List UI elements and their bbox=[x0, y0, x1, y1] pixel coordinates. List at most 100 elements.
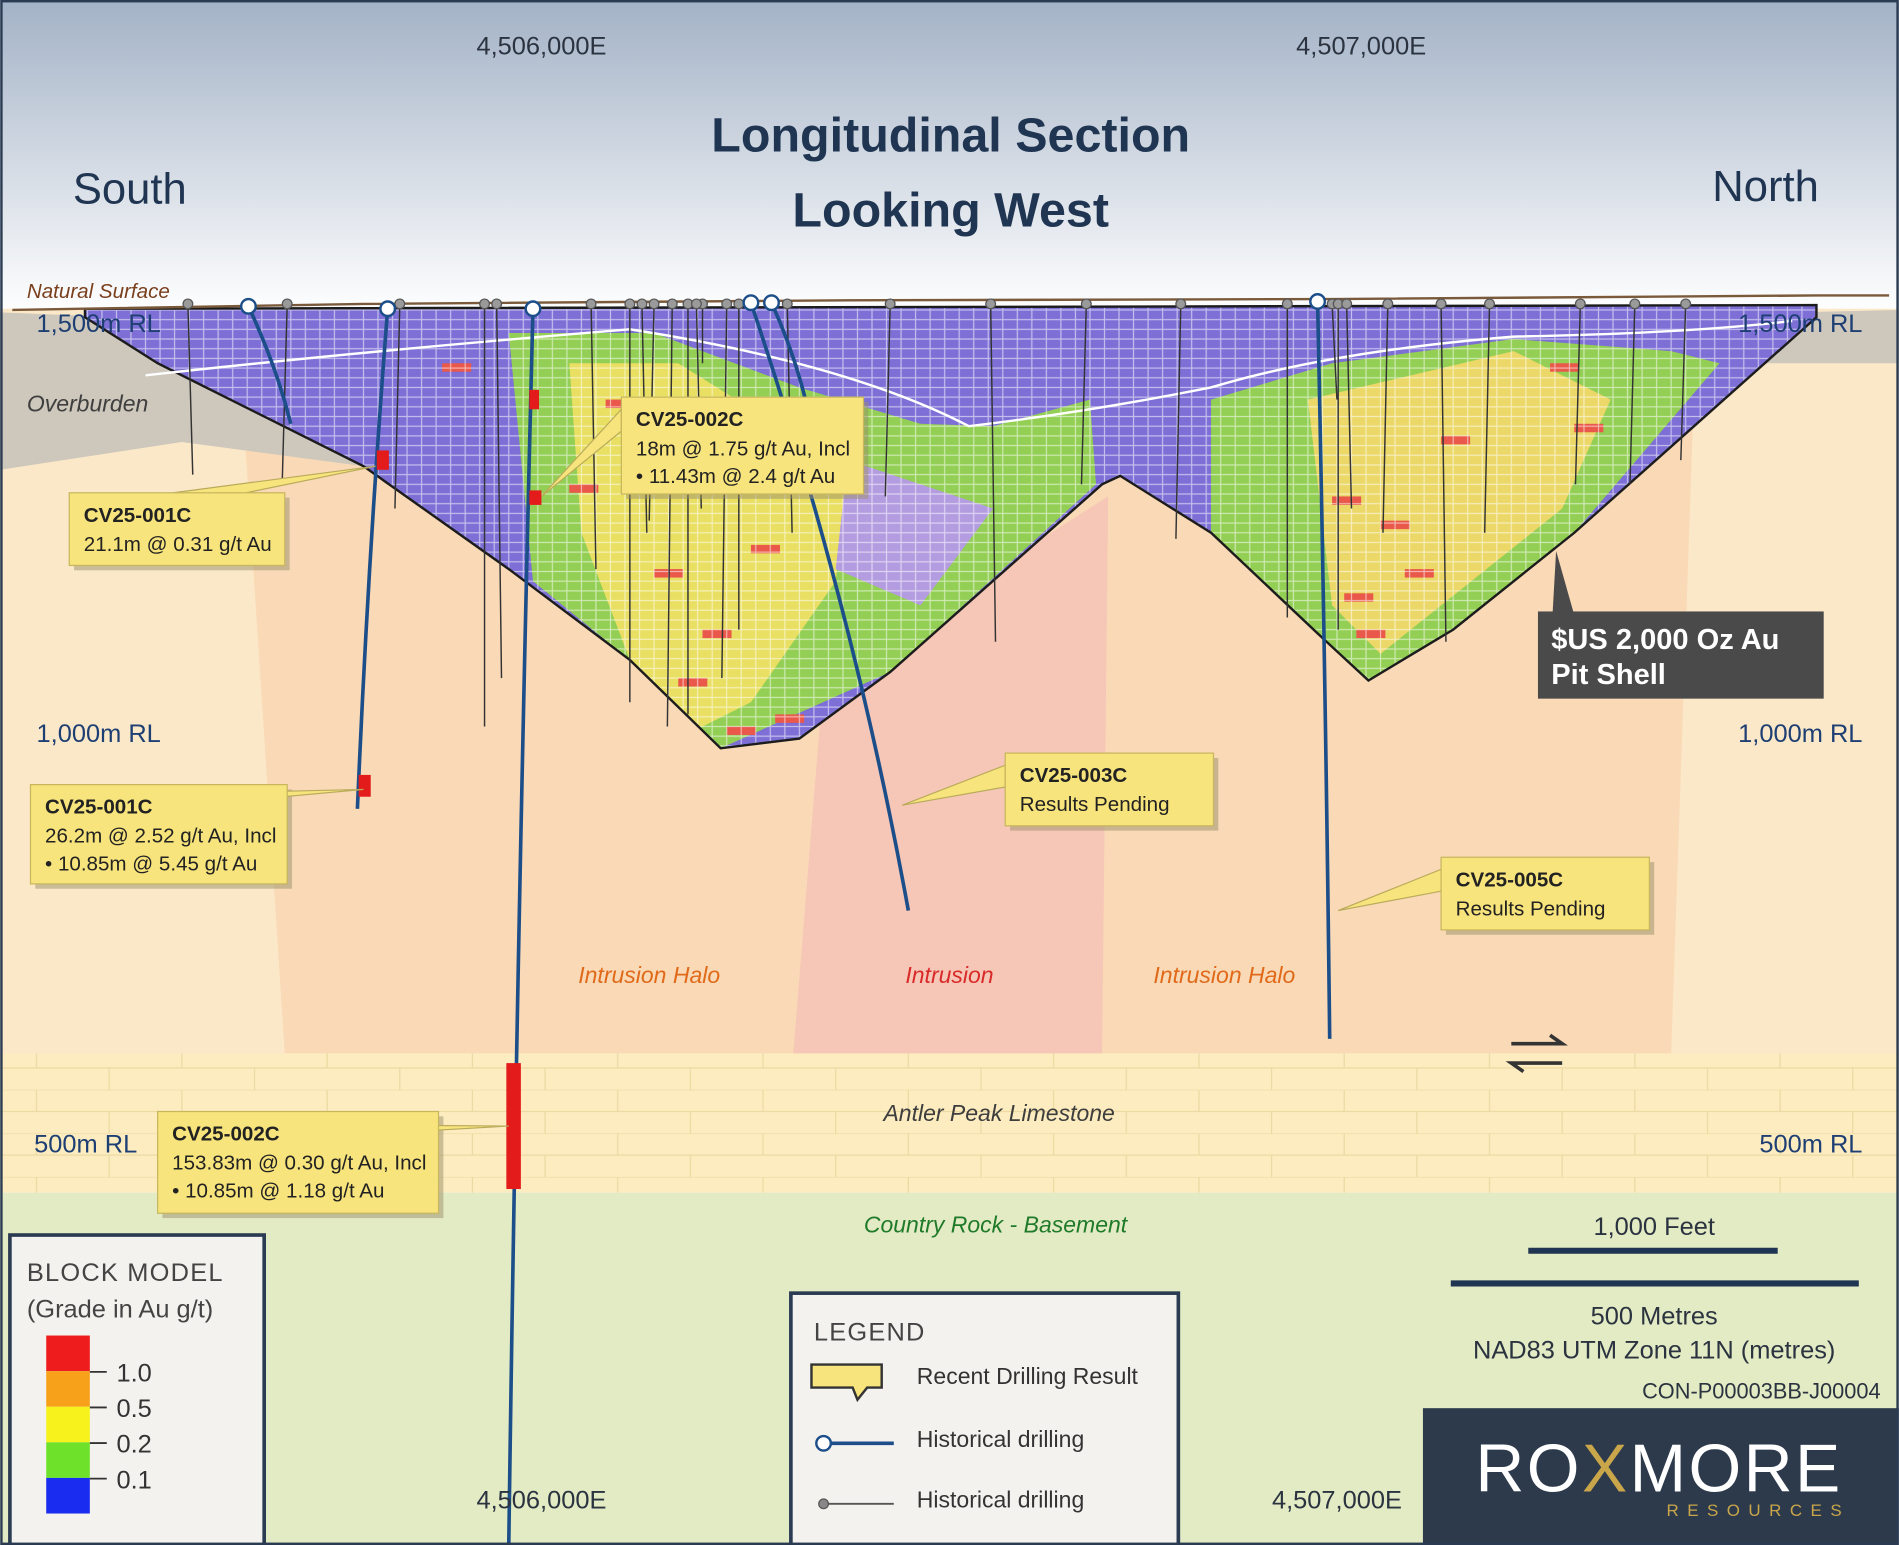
callout-line: • 10.85m @ 5.45 g/t Au bbox=[45, 853, 257, 876]
elevation-label: 1,000m RL bbox=[1738, 720, 1862, 748]
ramp-label: 1.0 bbox=[116, 1360, 151, 1388]
hole-collar bbox=[1680, 298, 1692, 310]
grade-ramp: 1.0 0.5 0.2 0.1 bbox=[46, 1335, 152, 1514]
elevation-label: 500m RL bbox=[34, 1131, 137, 1159]
hole-collar bbox=[1574, 298, 1586, 310]
limestone-label: Antler Peak Limestone bbox=[881, 1100, 1114, 1126]
callout-line: Results Pending bbox=[1456, 897, 1606, 920]
hole-collar bbox=[239, 297, 257, 315]
historical-hole bbox=[1331, 303, 1338, 400]
callout-hole: CV25-002C bbox=[636, 408, 744, 431]
recent-hole bbox=[1315, 301, 1332, 1039]
callout-box bbox=[620, 396, 865, 495]
ramp-label: 0.1 bbox=[116, 1466, 151, 1494]
hole-collar bbox=[281, 298, 293, 310]
ramp-label: 0.2 bbox=[116, 1431, 151, 1459]
recent-hole bbox=[355, 308, 390, 809]
logo-part: RO bbox=[1475, 1432, 1582, 1507]
title-line-1: Longitudinal Section bbox=[711, 108, 1190, 162]
hole-collar bbox=[394, 298, 406, 310]
hole-collar bbox=[1175, 298, 1187, 310]
recent-hole bbox=[246, 305, 293, 425]
drill-holes bbox=[182, 293, 1692, 1545]
basement-label: Country Rock - Basement bbox=[864, 1212, 1129, 1238]
ramp-swatch bbox=[46, 1442, 90, 1478]
historical-hole bbox=[1483, 303, 1491, 533]
hole-collar bbox=[1309, 293, 1327, 310]
ramp-swatch bbox=[46, 1335, 90, 1372]
pit-shell-text: $US 2,000 Oz Au bbox=[1551, 624, 1779, 656]
easting-label: 4,506,000E bbox=[476, 1487, 606, 1515]
halo-label: Intrusion Halo bbox=[1153, 962, 1295, 988]
natural-surface-line bbox=[12, 294, 1890, 312]
title-line-2: Looking West bbox=[792, 183, 1109, 237]
ramp-swatch bbox=[46, 1477, 90, 1514]
legend-item: Recent Drilling Result bbox=[917, 1363, 1139, 1389]
hole-collar bbox=[985, 298, 997, 310]
logo-part: MORE bbox=[1630, 1432, 1843, 1507]
callout-line: 153.83m @ 0.30 g/t Au, Incl bbox=[172, 1152, 426, 1175]
legend-item: Historical drilling bbox=[917, 1486, 1084, 1512]
pit-shell-box bbox=[1537, 611, 1824, 699]
halo-label: Intrusion Halo bbox=[578, 962, 720, 988]
logo-part: X bbox=[1582, 1432, 1630, 1507]
legend-icon-collar bbox=[818, 1498, 830, 1510]
legend-item: Historical drilling bbox=[917, 1426, 1084, 1452]
logo-name: ROXMORE bbox=[1475, 1432, 1842, 1507]
logo: ROXMORE RESOURCES bbox=[1422, 1408, 1899, 1545]
historical-hole bbox=[989, 303, 997, 642]
callout-line: 18m @ 1.75 g/t Au, Incl bbox=[636, 437, 850, 460]
hole-collar bbox=[524, 300, 542, 318]
callout-hole: CV25-001C bbox=[84, 504, 192, 527]
callout-box bbox=[29, 784, 288, 885]
ramp-swatch bbox=[46, 1406, 90, 1443]
pit-shell-pointer bbox=[1552, 550, 1575, 616]
ramp-label: 0.5 bbox=[116, 1395, 151, 1423]
block-model-legend: BLOCK MODEL (Grade in Au g/t) 1.0 0.5 0.2 0… bbox=[8, 1233, 266, 1545]
elevation-label: 1,500m RL bbox=[1738, 310, 1862, 338]
hole-collar bbox=[742, 294, 760, 312]
intrusion-label: Intrusion bbox=[905, 962, 993, 988]
labels: Longitudinal Section Looking West South … bbox=[27, 32, 1863, 1514]
logo-box bbox=[1422, 1408, 1899, 1545]
historical-hole bbox=[1680, 303, 1687, 461]
intrusion-zone bbox=[793, 496, 1109, 1054]
historical-hole bbox=[590, 303, 597, 570]
hole-collar bbox=[182, 298, 194, 310]
hole-collar bbox=[491, 298, 503, 310]
fault-arrows bbox=[1505, 1033, 1568, 1074]
hole-collar bbox=[1341, 298, 1353, 310]
hole-collar bbox=[884, 298, 896, 310]
elevation-label: 500m RL bbox=[1759, 1131, 1862, 1159]
callout-box bbox=[1004, 752, 1215, 827]
historical-hole bbox=[666, 303, 673, 727]
callout-hole: CV25-001C bbox=[45, 796, 153, 819]
hole-collar bbox=[1281, 298, 1293, 310]
hole-collar bbox=[666, 298, 678, 310]
overburden-label: Overburden bbox=[27, 391, 148, 417]
elevation-label: 1,000m RL bbox=[37, 720, 161, 748]
natural-surface-label: Natural Surface bbox=[27, 280, 170, 303]
hole-collar bbox=[690, 298, 702, 310]
historical-hole bbox=[1382, 303, 1389, 533]
historical-hole bbox=[495, 303, 503, 679]
recent-hole bbox=[506, 308, 535, 1545]
historical-hole bbox=[1574, 303, 1582, 485]
pit-shell-callout: $US 2,000 Oz Au Pit Shell bbox=[1537, 550, 1824, 699]
historical-hole bbox=[1080, 303, 1088, 485]
historical-hole bbox=[394, 303, 401, 509]
callout-box bbox=[157, 1110, 440, 1214]
historical-hole bbox=[884, 303, 891, 497]
hole-collar bbox=[479, 298, 490, 310]
callout-hole: CV25-005C bbox=[1456, 868, 1564, 891]
recent-hole bbox=[749, 302, 911, 911]
callouts: CV25-001C 21.1m @ 0.31 g/t Au CV25-002C 18m… bbox=[29, 396, 1655, 1219]
grade-boundary bbox=[145, 319, 1793, 428]
historical-hole bbox=[1629, 303, 1636, 485]
north-label: North bbox=[1712, 163, 1819, 211]
hole-collar bbox=[1484, 298, 1495, 310]
hole-collar bbox=[379, 300, 397, 318]
